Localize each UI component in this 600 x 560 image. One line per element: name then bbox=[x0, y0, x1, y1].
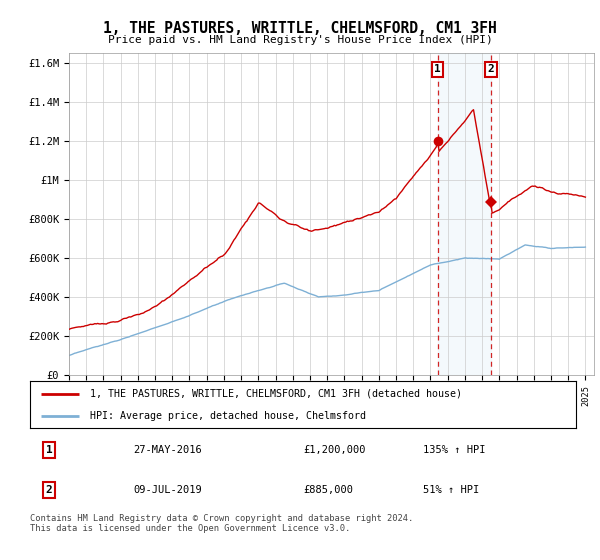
Text: 1: 1 bbox=[434, 64, 441, 74]
Text: 51% ↑ HPI: 51% ↑ HPI bbox=[423, 485, 479, 495]
Text: HPI: Average price, detached house, Chelmsford: HPI: Average price, detached house, Chel… bbox=[90, 410, 366, 421]
Text: 135% ↑ HPI: 135% ↑ HPI bbox=[423, 445, 485, 455]
Text: 1, THE PASTURES, WRITTLE, CHELMSFORD, CM1 3FH: 1, THE PASTURES, WRITTLE, CHELMSFORD, CM… bbox=[103, 21, 497, 36]
Text: 1: 1 bbox=[46, 445, 52, 455]
Text: 1, THE PASTURES, WRITTLE, CHELMSFORD, CM1 3FH (detached house): 1, THE PASTURES, WRITTLE, CHELMSFORD, CM… bbox=[90, 389, 462, 399]
Text: 2: 2 bbox=[488, 64, 494, 74]
Text: 09-JUL-2019: 09-JUL-2019 bbox=[134, 485, 202, 495]
Text: 2: 2 bbox=[46, 485, 52, 495]
Text: £885,000: £885,000 bbox=[303, 485, 353, 495]
Text: 27-MAY-2016: 27-MAY-2016 bbox=[134, 445, 202, 455]
Text: £1,200,000: £1,200,000 bbox=[303, 445, 365, 455]
Text: Price paid vs. HM Land Registry's House Price Index (HPI): Price paid vs. HM Land Registry's House … bbox=[107, 35, 493, 45]
Bar bbox=[438, 53, 491, 375]
Text: Contains HM Land Registry data © Crown copyright and database right 2024.
This d: Contains HM Land Registry data © Crown c… bbox=[30, 514, 413, 534]
